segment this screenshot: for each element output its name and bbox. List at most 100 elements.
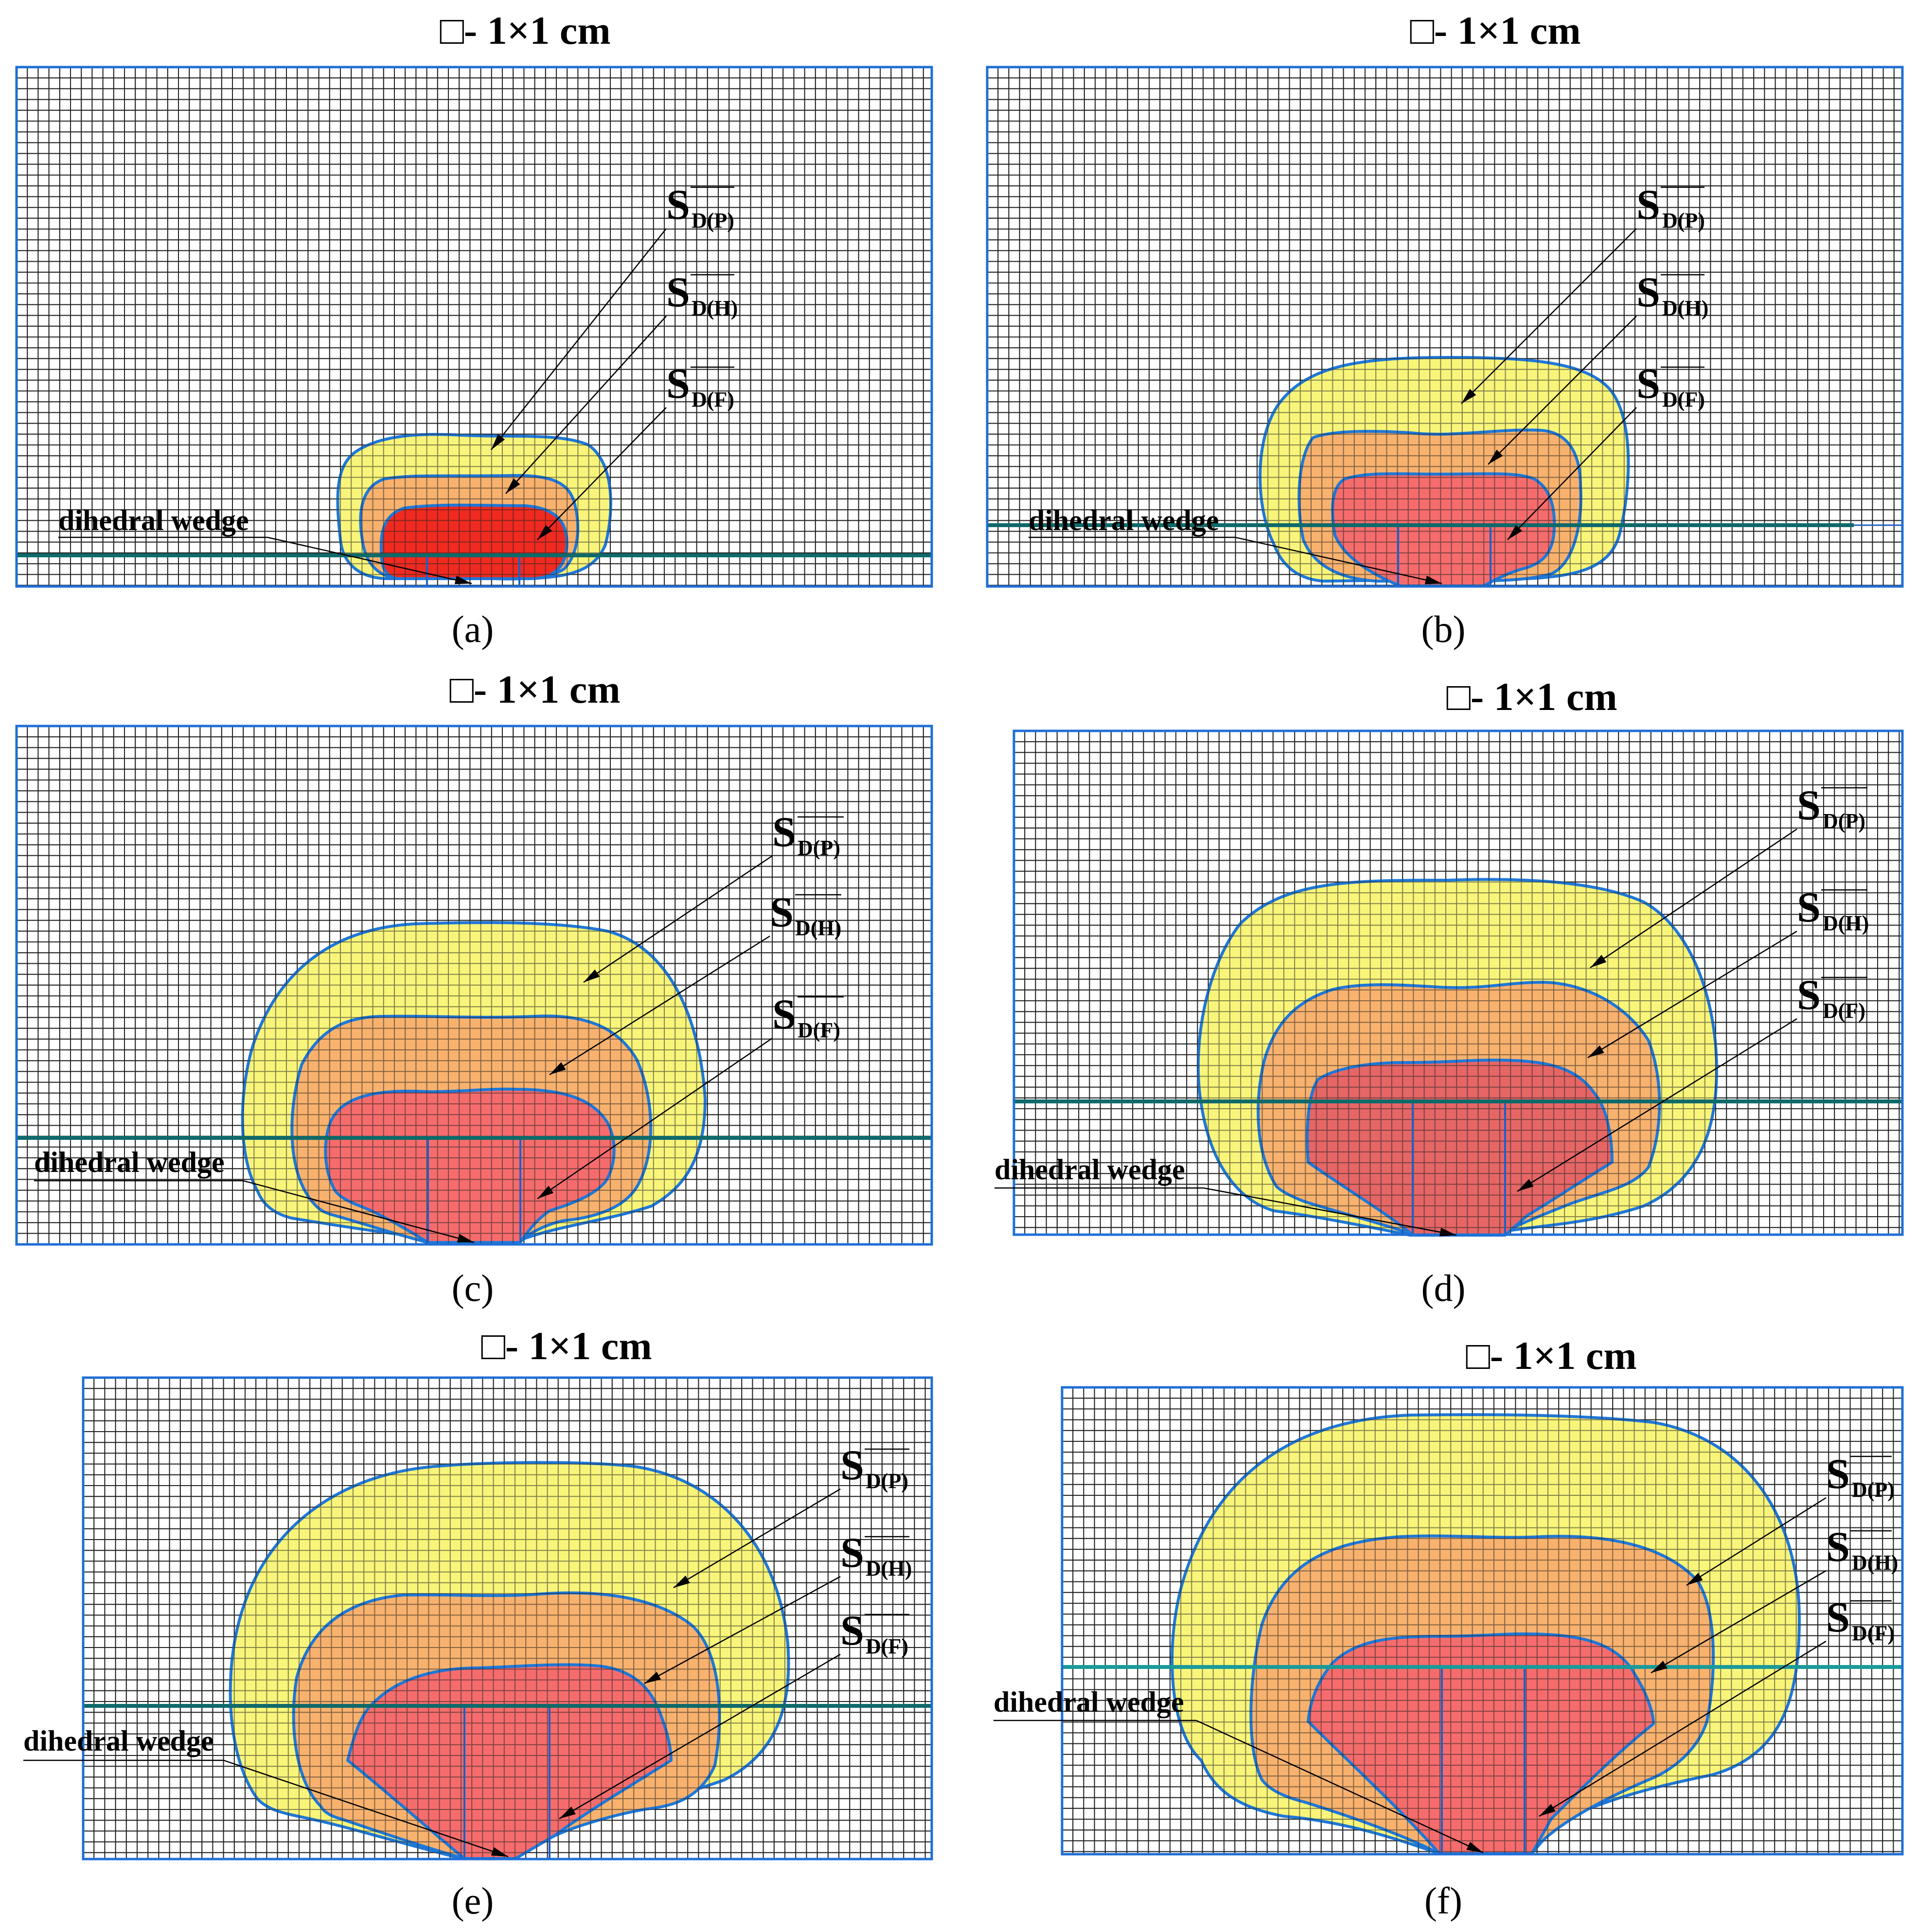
svg-text:dihedral wedge: dihedral wedge: [994, 1153, 1185, 1186]
arrowhead-icon: [1517, 1179, 1534, 1191]
svg-text:D(H): D(H): [866, 1557, 912, 1580]
sd-h-label: S D(H): [770, 889, 841, 940]
arrowhead-icon: [1466, 1842, 1483, 1853]
panel-a: □- 1×1 cm S D(P) S D(H) S D(F) dihedral …: [15, 8, 933, 650]
leader-line: [1517, 1018, 1797, 1192]
svg-text:D(F): D(F): [692, 388, 734, 411]
scale-label: □- 1×1 cm: [1466, 1333, 1636, 1378]
leader-line: [559, 1653, 841, 1820]
leader-line: [1461, 228, 1637, 404]
grid-border: [15, 725, 933, 1246]
leader-line: [243, 1180, 475, 1243]
leader-line: [1539, 1640, 1827, 1817]
svg-text:D(P): D(P): [1823, 809, 1865, 833]
sd-h-label: S D(H): [840, 1529, 912, 1580]
sd-f-label: S D(F): [1636, 360, 1705, 411]
sd-h-label: S D(H): [1797, 884, 1869, 935]
dihedral-wedge-label: dihedral wedge: [994, 1153, 1204, 1189]
svg-text:D(F): D(F): [1852, 1621, 1895, 1645]
arrowhead-icon: [674, 1575, 690, 1588]
leader-line: [644, 1576, 841, 1684]
leader-line: [537, 1037, 773, 1200]
leader-line: [1235, 536, 1442, 585]
caption: (b): [1421, 608, 1466, 650]
leader-arrows: [243, 855, 773, 1243]
caption: (a): [452, 608, 494, 650]
leader-line: [1587, 930, 1797, 1059]
leader-arrows: [1235, 228, 1637, 585]
svg-text:S: S: [666, 360, 690, 408]
leader-line: [491, 228, 667, 450]
svg-text:S: S: [1797, 972, 1821, 1019]
leader-line: [267, 536, 472, 585]
arrowhead-icon: [584, 969, 600, 982]
panel-b: □- 1×1 cm S D(P) S D(H) S D(F) dihedral …: [986, 8, 1904, 650]
dihedral-wedge-label: dihedral wedge: [58, 504, 267, 538]
sd-f-label: S D(F): [1826, 1594, 1895, 1645]
scale-label: □- 1×1 cm: [440, 8, 610, 53]
panel-f: □- 1×1 cm S D(P) S D(H) S D(F) dihedral …: [994, 1333, 1904, 1922]
arrowhead-icon: [1488, 449, 1503, 464]
sd-p-label: S D(P): [1797, 782, 1867, 833]
dihedral-wedge-label: dihedral wedge: [34, 1146, 243, 1182]
svg-text:S: S: [1826, 1594, 1850, 1641]
leader-line: [223, 1759, 509, 1858]
leader-arrows: [1196, 1497, 1827, 1854]
arrowhead-icon: [1461, 389, 1476, 404]
svg-text:dihedral wedge: dihedral wedge: [994, 1686, 1184, 1718]
svg-text:D(P): D(P): [692, 209, 734, 232]
sd-p-label: S D(P): [666, 181, 734, 232]
svg-text:D(F): D(F): [1662, 388, 1705, 411]
leader-line: [1507, 407, 1637, 540]
grid-border: [82, 1376, 933, 1861]
arrowhead-icon: [454, 575, 472, 585]
panel-e: □- 1×1 cm S D(P) S D(H) S D(F) dihedral …: [23, 1324, 933, 1922]
arrowhead-icon: [1588, 1045, 1604, 1058]
arrowhead-icon: [537, 1186, 554, 1199]
sd-f-label: S D(F): [772, 991, 844, 1042]
dihedral-wedge-label: dihedral wedge: [23, 1725, 224, 1761]
dihedral-wedge-label: dihedral wedge: [994, 1686, 1196, 1721]
arrowhead-icon: [559, 1807, 576, 1819]
grid-border: [1061, 1386, 1904, 1856]
svg-text:D(H): D(H): [1823, 911, 1869, 935]
svg-text:S: S: [1826, 1451, 1850, 1498]
arrowhead-icon: [491, 1847, 508, 1857]
arrowhead-icon: [644, 1671, 661, 1684]
arrowhead-icon: [1686, 1573, 1703, 1585]
arrowhead-icon: [550, 1062, 566, 1075]
arrowhead-icon: [1651, 1661, 1668, 1673]
arrowhead-icon: [1424, 575, 1442, 585]
svg-text:S: S: [1797, 782, 1821, 829]
svg-text:S: S: [770, 889, 794, 936]
arrowhead-icon: [457, 1234, 474, 1242]
svg-text:D(F): D(F): [798, 1018, 840, 1042]
svg-text:dihedral wedge: dihedral wedge: [58, 504, 249, 536]
svg-text:S: S: [1636, 269, 1660, 316]
svg-text:D(P): D(P): [798, 836, 840, 860]
sd-f-label: S D(F): [840, 1607, 909, 1658]
grid-border: [1012, 729, 1904, 1236]
leader-line: [1488, 316, 1637, 465]
sd-h-label: S D(H): [666, 269, 738, 320]
svg-text:dihedral wedge: dihedral wedge: [1029, 504, 1219, 536]
sd-p-label: S D(P): [840, 1442, 909, 1493]
arrowhead-icon: [1439, 1227, 1456, 1237]
svg-text:S: S: [666, 269, 690, 316]
svg-text:S: S: [840, 1529, 864, 1577]
sd-f-label: S D(F): [666, 360, 734, 411]
leader-line: [505, 316, 667, 494]
svg-text:D(H): D(H): [692, 296, 738, 320]
svg-text:S: S: [772, 991, 796, 1038]
caption: (c): [452, 1267, 494, 1309]
svg-text:S: S: [840, 1442, 864, 1489]
arrowhead-icon: [1539, 1804, 1556, 1816]
svg-text:S: S: [1636, 360, 1660, 408]
svg-text:D(F): D(F): [1823, 999, 1865, 1023]
svg-text:D(F): D(F): [866, 1634, 908, 1658]
panel-c: □- 1×1 cm S D(P) S D(H) S D(F) dihedral …: [15, 667, 933, 1309]
svg-text:dihedral wedge: dihedral wedge: [23, 1725, 214, 1757]
svg-text:D(P): D(P): [866, 1469, 908, 1493]
svg-text:D(H): D(H): [1852, 1551, 1898, 1575]
